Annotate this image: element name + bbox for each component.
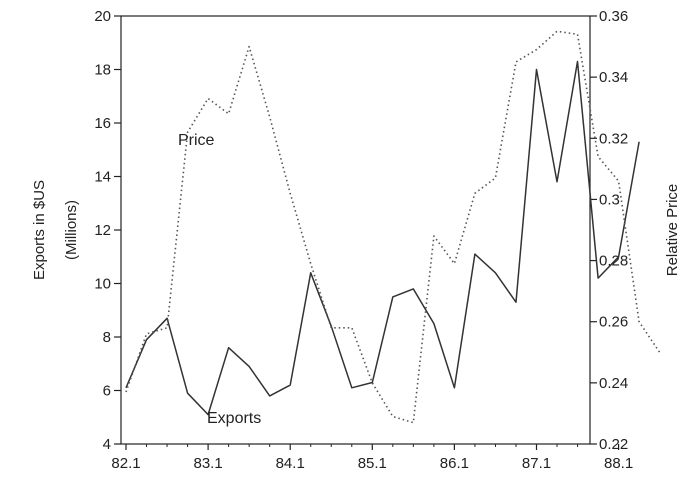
left-tick-label: 12 [94,222,111,239]
plot-frame [120,15,591,445]
right-tick-label: 0.26 [599,314,628,331]
x-tick-label: 87.1 [522,455,551,472]
exports-series-label: Exports [207,410,261,427]
left-axis-subtitle: (Millions) [63,200,80,260]
right-tick-label: 0.34 [599,69,628,86]
x-tick-label: 83.1 [193,455,222,472]
left-tick-label: 4 [103,436,111,453]
left-tick-label: 20 [94,8,111,25]
left-tick-label: 16 [94,115,111,132]
left-tick-label: 18 [94,62,111,79]
x-tick-label: 82.1 [111,455,140,472]
x-tick-label: 85.1 [358,455,387,472]
x-axis-ticks: 82.1 83.1 84.1 85.1 86.1 87.1 88.1 [111,444,633,472]
left-tick-label: 6 [103,383,111,400]
right-tick-label: 0.36 [599,8,628,25]
left-axis-title: Exports in $US [31,180,48,280]
right-tick-label: 0.32 [599,130,628,147]
right-tick-label: 0.24 [599,375,628,392]
left-tick-label: 10 [94,276,111,293]
x-tick-label: 88.1 [604,455,633,472]
left-tick-label: 14 [94,169,111,186]
right-axis-ticks: 0.220.240.260.280.30.320.340.36 [590,8,628,453]
left-tick-label: 8 [103,329,111,346]
right-axis-title: Relative Price [664,184,681,277]
exports-series-line [125,60,640,416]
series-layer [125,30,661,424]
right-tick-label: 0.3 [599,191,620,208]
price-series-label: Price [178,132,215,149]
x-tick-label: 86.1 [440,455,469,472]
x-tick-label: 84.1 [276,455,305,472]
left-axis-ticks: 4 6 8 10 12 14 16 18 20 [94,8,121,453]
right-tick-label: 0.22 [599,436,628,453]
